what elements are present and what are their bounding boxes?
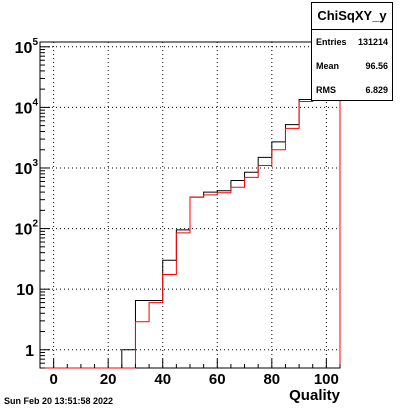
- stats-key-entries: Entries: [316, 37, 347, 47]
- x-tick-label: 60: [209, 371, 226, 388]
- y-tick-label: 102: [15, 219, 39, 239]
- x-tick-label: 0: [49, 371, 57, 388]
- stats-box: ChiSqXY_y Entries 131214 Mean 96.56 RMS …: [311, 2, 393, 101]
- timestamp: Sun Feb 20 13:51:58 2022: [4, 396, 114, 406]
- stats-row-rms: RMS 6.829: [312, 78, 392, 102]
- y-axis-ticks: 1 10 102 103 104 105: [15, 37, 50, 369]
- x-tick-label: 20: [100, 371, 117, 388]
- y-tick-label: 1: [25, 343, 34, 360]
- y-tick-label: 103: [15, 158, 39, 178]
- stats-row-mean: Mean 96.56: [312, 54, 392, 78]
- stats-title: ChiSqXY_y: [312, 3, 392, 30]
- stats-key-mean: Mean: [316, 61, 340, 71]
- histogram-line-1: [40, 43, 341, 369]
- x-axis-label: Quality: [289, 387, 341, 404]
- histogram-series: [40, 43, 341, 369]
- stats-value-mean: 96.56: [365, 61, 388, 71]
- y-tick-label: 10: [16, 282, 34, 299]
- x-tick-label: 100: [314, 371, 339, 388]
- x-tick-label: 80: [263, 371, 280, 388]
- x-axis-ticks: 0 20 40 60 80 100: [39, 359, 341, 388]
- y-tick-label: 104: [15, 97, 39, 117]
- stats-key-rms: RMS: [316, 85, 336, 95]
- y-tick-label: 105: [15, 37, 39, 57]
- x-tick-label: 40: [154, 371, 171, 388]
- stats-value-entries: 131214: [357, 37, 388, 47]
- stats-value-rms: 6.829: [365, 85, 388, 95]
- stats-row-entries: Entries 131214: [312, 30, 392, 54]
